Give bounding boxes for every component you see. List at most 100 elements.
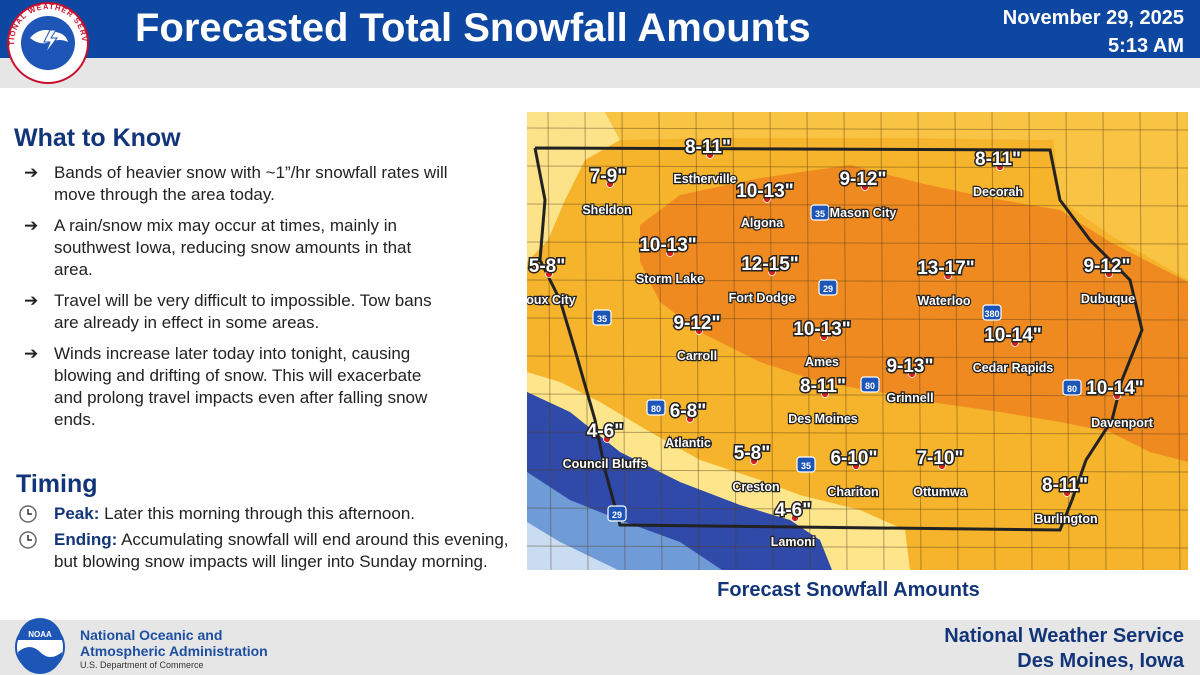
logo-text: NOAA <box>28 630 52 639</box>
map-area: 35 35 29 80 80 35 29 380 80 8-11" Estherville 7-9" S… <box>514 112 1188 570</box>
county-line <box>527 469 1188 473</box>
highway-number: 29 <box>823 284 833 294</box>
county-line <box>527 127 1188 131</box>
city-dot <box>908 370 916 378</box>
city-dot <box>686 415 694 423</box>
bullet-text: Travel will be very difficult to impossi… <box>54 291 432 332</box>
county-lines <box>527 112 1188 570</box>
city-labels: 35 35 29 80 80 35 29 380 80 8-11" Estherville 7-9" S… <box>514 136 1155 551</box>
city-dot <box>606 180 614 188</box>
clock-hands <box>27 535 32 541</box>
county-line <box>527 355 1188 359</box>
city-dot <box>763 195 771 203</box>
county-line <box>695 112 700 570</box>
city-dot <box>603 435 611 443</box>
city-name: Estherville <box>673 172 736 186</box>
city-dot <box>996 163 1004 171</box>
city-name: Dubuque <box>1081 292 1135 306</box>
highway-number: 380 <box>984 309 999 319</box>
bullet-arrow: ➔ <box>24 344 39 363</box>
zone <box>605 112 1188 140</box>
city-name: Grinnell <box>886 391 933 405</box>
city-name: Ames <box>805 355 839 369</box>
snow-amount: 6-10" <box>830 448 877 469</box>
highway-number: 80 <box>865 381 875 391</box>
bullet-list: ➔ Bands of heavier snow with ~1”/hr snowf… <box>14 162 484 431</box>
section-heading: Timing <box>16 470 98 498</box>
highway-number: 35 <box>597 314 607 324</box>
highway-number: 80 <box>1067 384 1077 394</box>
city-dot <box>791 514 799 522</box>
timing-label: Ending: <box>54 530 118 549</box>
city-name: Cedar Rapids <box>973 361 1054 375</box>
city-dot <box>768 268 776 276</box>
city-dot <box>938 462 946 470</box>
highway-number: 35 <box>801 461 811 471</box>
snow-amount: 8-11" <box>685 137 731 158</box>
city-name: Waterloo <box>917 294 970 308</box>
highway-shield <box>860 376 880 393</box>
state-border <box>533 146 1144 532</box>
snow-amount: 7-10" <box>916 448 963 469</box>
bullet-arrow: ➔ <box>24 291 39 310</box>
header-bar <box>0 0 1200 58</box>
highway-shield <box>796 456 816 473</box>
bullet-arrow: ➔ <box>24 216 39 235</box>
city-dot <box>695 327 703 335</box>
highway-shield <box>607 505 627 522</box>
snow-amount: 6-8" <box>670 401 706 422</box>
city-name: Atlantic <box>665 436 711 450</box>
city-dot <box>706 151 714 159</box>
bullet-arrow: ➔ <box>24 163 39 182</box>
county-line <box>806 112 811 570</box>
city-name: Storm Lake <box>636 272 704 286</box>
city-dot <box>545 270 553 278</box>
county-line <box>527 317 1188 321</box>
timing-label: Peak: <box>54 504 100 523</box>
county-line <box>527 545 1188 549</box>
bullet: ➔ Bands of heavier snow with ~1”/hr snowf… <box>14 162 454 206</box>
county-line <box>1102 112 1107 570</box>
snow-amount: 10-13" <box>736 181 794 202</box>
noaa-logo: NOAA <box>15 618 65 674</box>
city-dot <box>821 390 829 398</box>
city-dot <box>666 249 674 257</box>
city-name: Sioux City <box>514 293 575 307</box>
zone <box>1050 112 1188 280</box>
county-line <box>547 112 552 570</box>
city-dot <box>1113 392 1121 400</box>
county-line <box>527 507 1188 511</box>
highway-shield <box>592 309 612 326</box>
bullet: ➔ Winds increase later today into tonight… <box>14 343 454 431</box>
highway-shield <box>982 304 1002 321</box>
snow-amount: 13-17" <box>917 258 975 279</box>
map-caption: Forecast Snowfall Amounts <box>717 579 980 601</box>
bullet-text: A rain/snow mix may occur at times, main… <box>54 216 412 279</box>
timing-text: Accumulating snowfall will end around th… <box>54 530 509 571</box>
county-line <box>880 112 885 570</box>
city-dot <box>861 183 869 191</box>
time: 5:13 AM <box>1108 35 1184 57</box>
highway-shield <box>810 204 830 221</box>
issue-time: November 29, 2025 5:13 AM <box>1003 4 1184 60</box>
what-to-know: What to Know ➔ Bands of heavier snow with… <box>14 124 484 431</box>
bullet-text: Winds increase later today into tonight,… <box>54 344 428 429</box>
highway-shield <box>646 399 666 416</box>
county-line <box>527 241 1188 245</box>
snow-amount: 5-8" <box>734 443 770 464</box>
county-line <box>1139 112 1144 570</box>
zone <box>640 165 1188 462</box>
zone <box>527 522 618 570</box>
nws-logo: NATIONAL WEATHER SERVICE <box>0 0 89 84</box>
highway-shield <box>1062 379 1082 396</box>
snow-amount: 8-11" <box>1042 475 1088 496</box>
county-line <box>954 112 959 570</box>
snow-amount: 5-8" <box>529 256 565 277</box>
city-name: Fort Dodge <box>729 291 796 305</box>
city-name: Des Moines <box>788 412 858 426</box>
county-line <box>1176 112 1181 570</box>
city-name: Burlington <box>1034 512 1097 526</box>
city-name: Chariton <box>827 485 878 499</box>
county-line <box>527 393 1188 397</box>
